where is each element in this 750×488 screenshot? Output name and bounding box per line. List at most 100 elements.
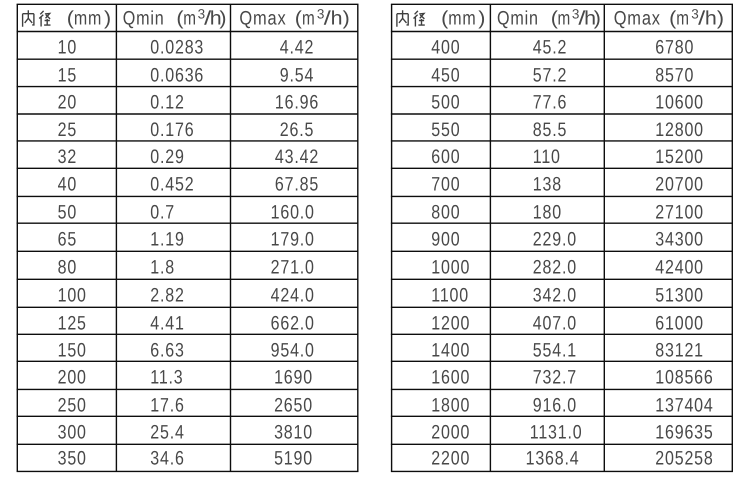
- svg-text:160.0: 160.0: [271, 201, 315, 223]
- svg-text:40: 40: [58, 173, 77, 195]
- svg-text:h: h: [210, 8, 223, 30]
- svg-text:4.42: 4.42: [280, 37, 314, 59]
- svg-text:32: 32: [58, 146, 77, 168]
- svg-text:17.6: 17.6: [150, 394, 184, 416]
- svg-text:0.7: 0.7: [150, 201, 175, 223]
- svg-text:271.0: 271.0: [271, 256, 315, 278]
- svg-text:6780: 6780: [655, 37, 694, 59]
- svg-text:1600: 1600: [431, 366, 470, 388]
- svg-text:169635: 169635: [655, 421, 713, 443]
- svg-text:3: 3: [572, 6, 581, 21]
- svg-text:57.2: 57.2: [533, 64, 567, 86]
- svg-text:34300: 34300: [655, 228, 704, 250]
- svg-text:6.63: 6.63: [150, 339, 184, 361]
- svg-text:34.6: 34.6: [150, 448, 184, 470]
- svg-text:554.1: 554.1: [533, 339, 577, 361]
- svg-text:342.0: 342.0: [533, 284, 577, 306]
- svg-text:Qmin: Qmin: [497, 8, 539, 30]
- svg-text:): ): [478, 8, 486, 30]
- svg-text:(: (: [176, 8, 184, 30]
- svg-text:/: /: [698, 8, 706, 30]
- svg-text:200: 200: [58, 366, 87, 388]
- svg-text:): ): [219, 8, 227, 30]
- svg-text:20: 20: [58, 92, 77, 114]
- svg-text:h: h: [705, 8, 718, 30]
- svg-text:1000: 1000: [431, 256, 470, 278]
- svg-text:10: 10: [58, 37, 77, 59]
- svg-text:12800: 12800: [655, 119, 704, 141]
- svg-text:1800: 1800: [431, 394, 470, 416]
- svg-text:0.452: 0.452: [150, 173, 194, 195]
- svg-text:m: m: [302, 8, 316, 30]
- svg-text:3810: 3810: [274, 421, 313, 443]
- svg-text:137404: 137404: [655, 394, 713, 416]
- svg-text:300: 300: [58, 421, 87, 443]
- svg-text:25: 25: [58, 119, 77, 141]
- svg-text:h: h: [331, 8, 344, 30]
- svg-text:(: (: [295, 8, 303, 30]
- svg-text:2000: 2000: [431, 421, 470, 443]
- svg-text:80: 80: [58, 256, 77, 278]
- svg-text:8570: 8570: [655, 64, 694, 86]
- svg-text:0.0636: 0.0636: [150, 64, 204, 86]
- svg-text:65: 65: [58, 228, 77, 250]
- svg-text:/: /: [204, 8, 212, 30]
- svg-text:0.176: 0.176: [150, 119, 194, 141]
- svg-text:/: /: [578, 8, 586, 30]
- svg-text:20700: 20700: [655, 173, 704, 195]
- svg-text:15: 15: [58, 64, 77, 86]
- svg-text:1200: 1200: [431, 312, 470, 334]
- svg-text:180: 180: [533, 201, 562, 223]
- svg-text:1400: 1400: [431, 339, 470, 361]
- svg-text:732.7: 732.7: [533, 366, 577, 388]
- svg-text:Qmin: Qmin: [123, 8, 165, 30]
- svg-text:(: (: [441, 8, 449, 30]
- svg-text:3: 3: [317, 6, 326, 21]
- svg-text:1368.4: 1368.4: [526, 448, 580, 470]
- svg-text:3: 3: [691, 6, 700, 21]
- svg-text:108566: 108566: [655, 366, 713, 388]
- svg-text:50: 50: [58, 201, 77, 223]
- svg-text:45.2: 45.2: [533, 37, 567, 59]
- svg-text:1131.0: 1131.0: [530, 421, 583, 443]
- svg-text:150: 150: [58, 339, 87, 361]
- svg-text:): ): [594, 8, 602, 30]
- svg-text:(: (: [551, 8, 559, 30]
- svg-text:1690: 1690: [274, 366, 313, 388]
- svg-text:1.8: 1.8: [150, 256, 175, 278]
- svg-text:407.0: 407.0: [533, 312, 577, 334]
- svg-text:424.0: 424.0: [271, 284, 315, 306]
- svg-text:85.5: 85.5: [533, 119, 567, 141]
- svg-text:900: 900: [431, 228, 460, 250]
- svg-text:205258: 205258: [655, 448, 713, 470]
- svg-text:10600: 10600: [655, 92, 704, 114]
- svg-text:mm: mm: [74, 8, 102, 30]
- svg-text:Qmax: Qmax: [239, 8, 286, 30]
- svg-text:61000: 61000: [655, 312, 704, 334]
- svg-text:m: m: [676, 8, 690, 30]
- svg-text:450: 450: [431, 64, 460, 86]
- svg-text:m: m: [183, 8, 197, 30]
- svg-text:400: 400: [431, 37, 460, 59]
- svg-text:550: 550: [431, 119, 460, 141]
- svg-text:282.0: 282.0: [533, 256, 577, 278]
- svg-text:2650: 2650: [274, 394, 313, 416]
- svg-text:43.42: 43.42: [275, 146, 319, 168]
- svg-text:): ): [104, 8, 112, 30]
- svg-text:67.85: 67.85: [275, 173, 319, 195]
- svg-text:(: (: [67, 8, 75, 30]
- svg-text:): ): [717, 8, 725, 30]
- svg-text:m: m: [558, 8, 572, 30]
- svg-text:229.0: 229.0: [533, 228, 577, 250]
- svg-text:662.0: 662.0: [271, 312, 315, 334]
- svg-text:0.12: 0.12: [150, 92, 184, 114]
- svg-text:83121: 83121: [655, 339, 704, 361]
- svg-text:250: 250: [58, 394, 87, 416]
- svg-text:(: (: [669, 8, 677, 30]
- svg-text:1100: 1100: [431, 284, 469, 306]
- svg-text:500: 500: [431, 92, 460, 114]
- svg-text:51300: 51300: [655, 284, 704, 306]
- svg-text:0.29: 0.29: [150, 146, 184, 168]
- svg-text:1.19: 1.19: [150, 228, 184, 250]
- svg-text:2200: 2200: [431, 448, 470, 470]
